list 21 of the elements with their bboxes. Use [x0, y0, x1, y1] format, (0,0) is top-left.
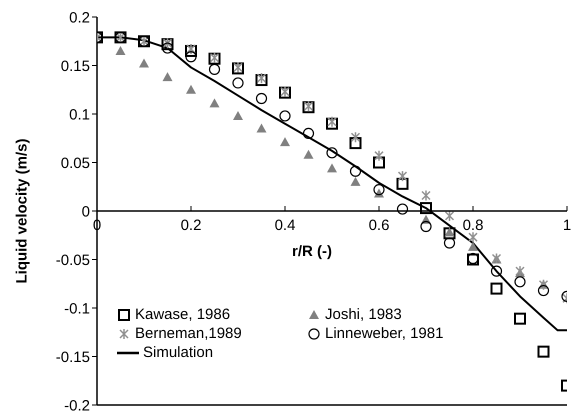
y-tick-label: 0: [82, 203, 90, 220]
y-tick-label: 0.1: [69, 106, 90, 124]
legend-label: Simulation: [143, 344, 214, 361]
x-tick-label: 0.2: [180, 217, 202, 234]
x-tick-label: 0.8: [462, 217, 484, 234]
x-tick-label: 1: [562, 217, 572, 234]
y-axis-title: Liquid velocity (m/s): [14, 138, 30, 284]
x-axis-title: r/R (-): [292, 243, 332, 260]
legend-label: Joshi, 1983: [325, 306, 402, 323]
y-tick-label: 0.2: [69, 9, 90, 26]
y-tick-label: -0.2: [64, 397, 90, 411]
legend-label: Kawase, 1986: [135, 306, 230, 323]
legend-label: Berneman,1989: [135, 325, 242, 342]
x-tick-label: 0.6: [368, 217, 390, 234]
y-tick-label: -0.1: [64, 300, 90, 318]
y-tick-label: -0.05: [56, 252, 90, 269]
legend-label: Linneweber, 1981: [325, 325, 444, 342]
y-tick-label: 0.15: [60, 58, 90, 75]
x-tick-label: 0.4: [274, 217, 296, 234]
y-tick-label: 0.05: [60, 154, 90, 172]
y-tick-label: -0.15: [56, 348, 90, 366]
